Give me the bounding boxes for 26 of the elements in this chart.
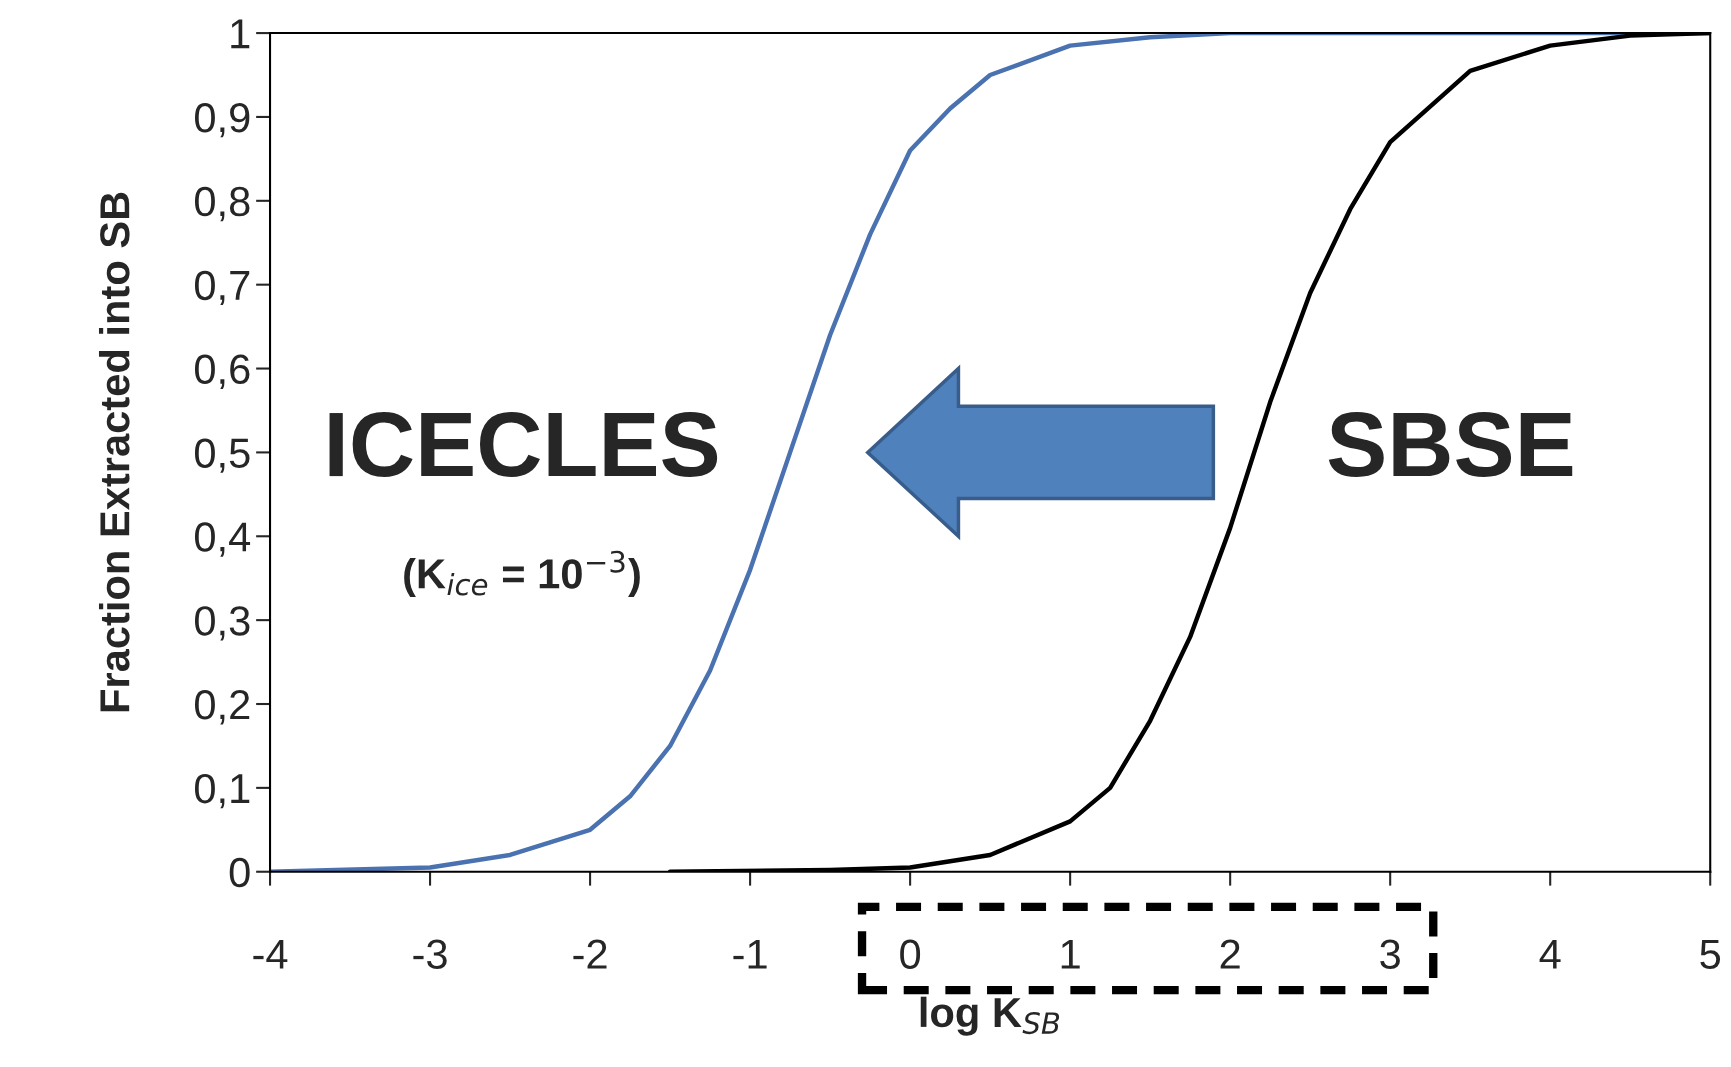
x-axis-title: log K$_{SB}$ [920, 996, 1060, 1036]
annotation: ICECLES [329, 412, 718, 478]
x-tick-label: -2 [573, 939, 607, 969]
x-tick-label: 5 [1700, 939, 1721, 970]
y-tick-label: 0,5 [195, 438, 250, 473]
y-axis-title: Fraction Extracted into SB [98, 192, 130, 712]
y-tick-label: 0,2 [195, 690, 250, 725]
x-tick-label: -1 [733, 939, 767, 969]
y-tick-label: 0,9 [195, 102, 250, 138]
y-tick-label: 1 [231, 19, 250, 49]
y-tick-label: 0,7 [195, 270, 250, 306]
y-tick-label: 0,8 [195, 186, 250, 222]
x-tick-label: -3 [413, 939, 447, 970]
y-tick-label: 0,6 [195, 354, 250, 389]
x-tick-label: 1 [1061, 939, 1080, 969]
y-tick-label: 0 [229, 857, 250, 888]
annotation: (K$_{ice}$ = 10$^{−3}$) [404, 550, 640, 597]
x-tick-label: 4 [1539, 939, 1561, 969]
x-tick-label: 2 [1220, 939, 1240, 969]
y-tick-label: 0,4 [195, 522, 251, 557]
x-tick-label: 3 [1380, 939, 1400, 970]
annotation: SBSE [1328, 412, 1573, 478]
x-tick-label: -4 [253, 939, 288, 969]
x-tick-label: 0 [900, 939, 921, 970]
y-tick-label: 0,3 [195, 606, 250, 641]
y-tick-label: 0,1 [195, 773, 250, 809]
